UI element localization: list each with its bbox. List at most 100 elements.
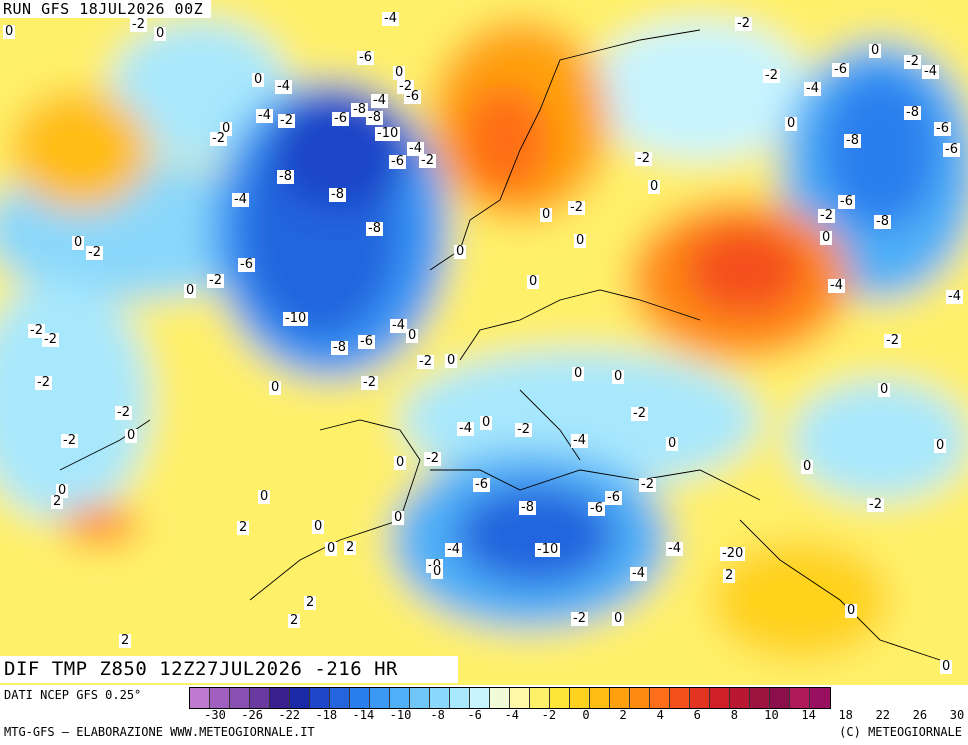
legend-swatch [250,688,270,708]
legend-swatch [510,688,530,708]
contour-label: 0 [269,380,282,395]
contour-label: 0 [527,274,540,289]
legend-swatch [210,688,230,708]
contour-label: -4 [630,566,647,581]
legend-swatch [690,688,710,708]
legend-ticks: -30 -26 -22 -18 -14 -10 -8 -6 -4 -2 0 2 4 6 8 10 14 18 22 2… [189,708,968,724]
contour-label: 0 [325,541,338,556]
contour-label: -6 [389,154,406,169]
contour-label: -2 [115,405,132,420]
legend-tick-label: 4 [656,708,664,722]
contour-label: 0 [934,438,947,453]
contour-label: 0 [184,283,197,298]
legend-swatch [530,688,550,708]
contour-label: 0 [785,116,798,131]
run-title: RUN GFS 18JUL2026 00Z [0,0,212,18]
legend-tick-label: -4 [504,708,520,722]
contour-label: 0 [540,207,553,222]
contour-label: -4 [828,278,845,293]
contour-label: -8 [331,340,348,355]
contour-label: -8 [366,110,383,125]
legend-tick-label: -14 [352,708,375,722]
data-source: DATI NCEP GFS 0.25° [4,688,142,702]
contour-label: -4 [390,318,407,333]
legend-swatch [450,688,470,708]
contour-label: -4 [275,79,292,94]
contour-label: 2 [237,520,250,535]
legend-tick-label: 22 [875,708,891,722]
contour-label: 0 [72,235,85,250]
contour-label: -4 [804,81,821,96]
contour-label: -8 [329,187,346,202]
contour-label: -2 [207,273,224,288]
contour-label: 0 [612,611,625,626]
contour-label: -10 [535,542,561,557]
contour-label: 0 [845,603,858,618]
contour-label: -20 [720,546,746,561]
contour-label: 0 [940,659,953,674]
contour-label: -8 [277,169,294,184]
contour-label: 0 [125,428,138,443]
legend-swatch [810,688,830,708]
credit-right: (C) METEOGIORNALE [839,725,962,739]
contour-label: -2 [867,497,884,512]
legend-tick-label: 2 [619,708,627,722]
legend-tick-label: 30 [949,708,965,722]
legend-tick-label: -8 [430,708,445,722]
contour-label: 0 [480,415,493,430]
contour-label: -2 [42,332,59,347]
legend-tick-label: 18 [838,708,853,722]
legend-swatch [310,688,330,708]
legend-swatch [270,688,290,708]
contour-label: -2 [639,477,656,492]
legend-swatch [650,688,670,708]
color-legend [189,687,831,709]
contour-label: -2 [631,406,648,421]
contour-label: 0 [572,366,585,381]
contour-label: 0 [392,510,405,525]
legend-swatch [550,688,570,708]
contour-label: -6 [605,490,622,505]
legend-tick-label: -2 [541,708,557,722]
contour-label: -6 [934,121,951,136]
contour-label: -6 [332,111,349,126]
contour-label: -8 [844,133,861,148]
contour-label: -8 [904,105,921,120]
contour-label: 0 [878,382,891,397]
contour-label: -2 [635,151,652,166]
legend-swatch [370,688,390,708]
contour-label: -10 [375,126,401,141]
contour-label: 0 [431,564,444,579]
legend-swatch [230,688,250,708]
credit-left: MTG-GFS – ELABORAZIONE WWW.METEOGIORNALE… [4,725,315,739]
contour-label: -2 [424,451,441,466]
legend-tick-label: -18 [315,708,338,722]
legend-swatch [750,688,770,708]
legend-tick-label: -6 [467,708,482,722]
contour-label: 0 [454,244,467,259]
legend-swatch [770,688,790,708]
map-title: DIF TMP Z850 12Z27JUL2026 -216 HR [0,656,458,683]
contour-label: -2 [735,16,752,31]
contour-label: 0 [252,72,265,87]
contour-label: 0 [648,179,661,194]
contour-label: -4 [666,541,683,556]
legend-tick-label: 26 [912,708,928,722]
contour-label: 0 [445,353,458,368]
contour-label: -2 [278,113,295,128]
contour-label: -4 [382,11,399,26]
legend-swatch [590,688,610,708]
contour-label: -2 [515,422,532,437]
contour-label: 0 [801,459,814,474]
legend-swatch [630,688,650,708]
contour-label: -2 [568,200,585,215]
legend-tick-label: -10 [389,708,412,722]
contour-label: 2 [119,633,132,648]
legend-swatch [390,688,410,708]
legend-tick-label: 6 [693,708,701,722]
contour-label: -2 [61,433,78,448]
contour-label: -4 [232,192,249,207]
legend-swatch [490,688,510,708]
contour-label: -4 [445,542,462,557]
contour-label: 0 [154,26,167,41]
